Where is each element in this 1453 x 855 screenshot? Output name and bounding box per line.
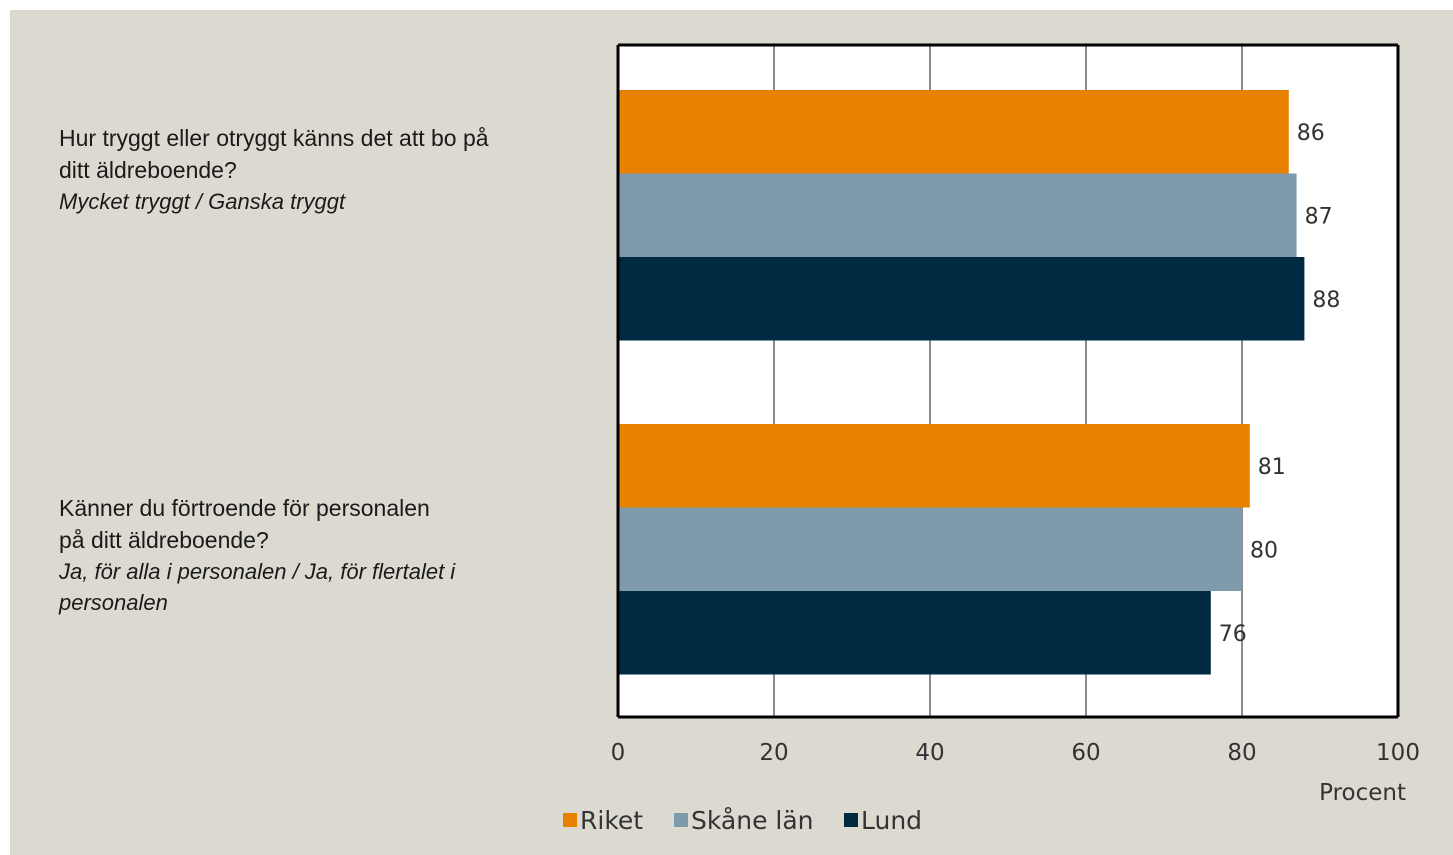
- category-label-2: Känner du förtroende för personalen på d…: [59, 492, 559, 618]
- bar: [618, 424, 1250, 508]
- data-label: 80: [1250, 538, 1278, 563]
- legend-swatch: [844, 813, 858, 827]
- x-tick-label: 0: [611, 740, 626, 766]
- category-answer-2: Ja, för alla i personalen / Ja, för fler…: [59, 559, 456, 615]
- data-label: 86: [1297, 121, 1325, 146]
- legend-label: Lund: [861, 806, 922, 835]
- x-tick-label: 40: [915, 740, 944, 766]
- category-answer-1: Mycket tryggt / Ganska tryggt: [59, 189, 346, 214]
- x-tick-label: 80: [1227, 740, 1256, 766]
- x-tick-label: 60: [1071, 740, 1100, 766]
- category-question-1: Hur tryggt eller otryggt känns det att b…: [59, 125, 489, 183]
- x-tick-label: 20: [759, 740, 788, 766]
- x-tick-label: 100: [1376, 740, 1420, 766]
- legend-swatch: [674, 813, 688, 827]
- data-label: 81: [1258, 455, 1286, 480]
- legend: Riket Skåne län Lund: [563, 806, 922, 835]
- bar: [618, 591, 1211, 675]
- bar: [618, 90, 1289, 174]
- x-axis-title: Procent: [1319, 780, 1406, 806]
- category-question-2: Känner du förtroende för personalen på d…: [59, 495, 430, 553]
- legend-label: Riket: [580, 806, 643, 835]
- bars: [618, 90, 1305, 675]
- bar: [618, 507, 1242, 591]
- x-tick-labels: 0 20 40 60 80 100: [611, 740, 1420, 766]
- value-labels: 86 87 88 81 80 76: [1219, 121, 1341, 647]
- bar: [618, 173, 1297, 257]
- legend-label: Skåne län: [691, 806, 814, 835]
- category-label-1: Hur tryggt eller otryggt känns det att b…: [59, 122, 599, 217]
- data-label: 76: [1219, 622, 1247, 647]
- data-label: 88: [1312, 288, 1340, 313]
- data-label: 87: [1305, 204, 1333, 229]
- legend-swatch: [563, 813, 577, 827]
- bar: [618, 257, 1305, 341]
